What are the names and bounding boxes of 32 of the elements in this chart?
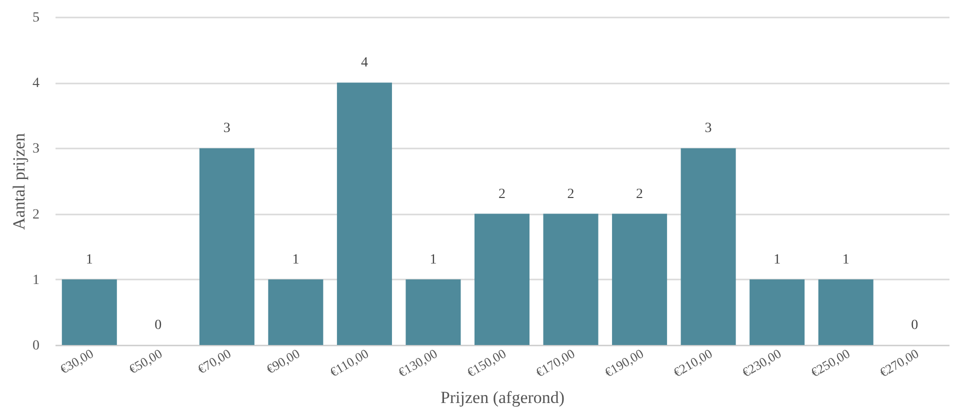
data-label: 4 xyxy=(360,56,368,71)
data-label: 1 xyxy=(430,252,437,268)
data-label: 2 xyxy=(498,186,506,202)
data-label: 3 xyxy=(704,121,712,136)
bar xyxy=(62,279,117,345)
data-label: 0 xyxy=(154,318,162,333)
data-label: 1 xyxy=(842,252,850,268)
x-axis-title: Prijzen (afgerond) xyxy=(440,388,565,407)
bar xyxy=(680,148,736,345)
y-tick-label: 0 xyxy=(32,338,40,354)
y-tick-label: 5 xyxy=(32,10,40,26)
bar xyxy=(199,148,254,345)
y-axis-title: Aantal prijzen xyxy=(10,132,28,230)
bar xyxy=(750,279,805,345)
data-label: 2 xyxy=(636,186,644,202)
data-label: 0 xyxy=(911,318,918,333)
y-tick-label: 2 xyxy=(32,207,40,222)
bar xyxy=(336,82,392,345)
y-tick-label: 4 xyxy=(32,76,40,92)
y-tick-label: 3 xyxy=(32,142,40,157)
data-label: 1 xyxy=(292,252,300,268)
data-label: 2 xyxy=(567,186,574,202)
bar xyxy=(474,214,530,345)
data-label: 3 xyxy=(223,121,230,136)
bar xyxy=(612,214,668,345)
bar xyxy=(818,279,874,345)
data-label: 1 xyxy=(86,252,93,268)
bar xyxy=(268,279,324,345)
y-tick-label: 1 xyxy=(32,272,40,288)
data-label: 1 xyxy=(774,252,781,268)
bar xyxy=(406,279,461,345)
bar xyxy=(543,214,598,345)
